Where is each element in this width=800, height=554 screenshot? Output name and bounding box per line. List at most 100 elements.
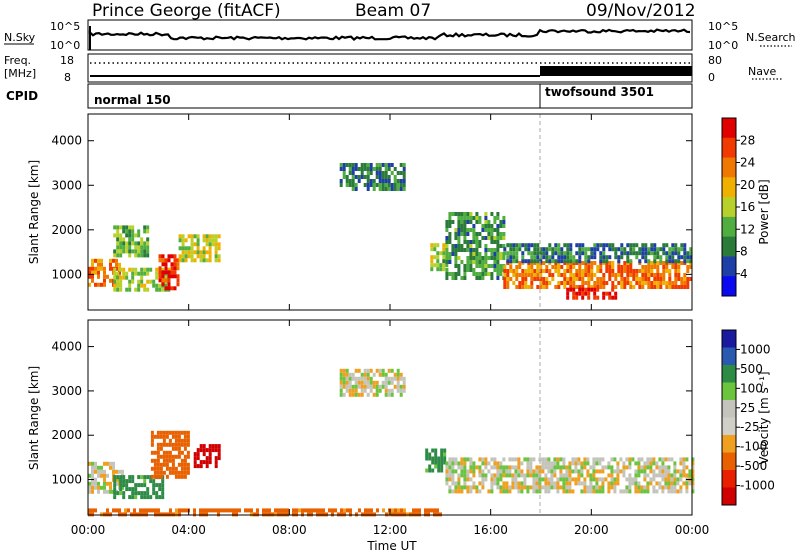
power-echo-cell — [626, 251, 630, 256]
power-colorbar-swatch — [722, 118, 736, 139]
velocity-echo-cell — [339, 384, 343, 389]
power-echo-cell — [521, 251, 525, 256]
velocity-echo-cell — [451, 481, 455, 486]
velocity-echo-cell — [354, 392, 358, 397]
velocity-echo-cell — [622, 489, 626, 494]
velocity-echo-cell — [514, 485, 518, 490]
power-echo-cell — [128, 245, 132, 250]
velocity-echo-cell — [174, 438, 178, 443]
velocity-echo-cell — [91, 473, 94, 478]
power-echo-cell — [617, 269, 621, 273]
velocity-echo-cell — [607, 465, 611, 470]
velocity-echo-cell — [152, 487, 156, 492]
power-echo-cell — [638, 251, 642, 256]
velocity-echo-cell — [153, 466, 157, 471]
power-echo-cell — [146, 225, 150, 230]
power-echo-cell — [469, 248, 473, 252]
velocity-echo-cell — [171, 434, 175, 439]
power-echo-cell — [650, 269, 654, 273]
velocity-echo-cell — [196, 452, 200, 457]
power-echo-cell — [475, 264, 479, 268]
velocity-echo-cell — [448, 485, 452, 490]
power-echo-cell — [125, 275, 129, 280]
power-echo-cell — [487, 232, 491, 236]
power-echo-cell — [590, 273, 594, 277]
velocity-echo-cell — [106, 461, 109, 466]
velocity-echo-cell — [640, 485, 644, 490]
power-echo-cell — [569, 265, 573, 269]
power-echo-cell — [626, 255, 630, 260]
power-echo-cell — [378, 175, 382, 179]
power-echo-cell — [662, 273, 666, 277]
power-echo-cell — [635, 281, 639, 285]
power-echo-cell — [167, 278, 171, 283]
power-echo-cell — [659, 259, 663, 264]
velocity-echo-cell — [186, 438, 190, 443]
power-echo-cell — [515, 269, 519, 273]
power-echo-cell — [173, 258, 177, 263]
velocity-echo-cell — [508, 457, 512, 462]
velocity-echo-cell — [165, 458, 169, 463]
power-echo-cell — [623, 261, 627, 265]
velocity-echo-cell — [193, 452, 197, 457]
power-echo-cell — [445, 276, 449, 280]
power-echo-cell — [445, 260, 449, 264]
cpid-strip: CPID normal 150 twofsound 3501 — [6, 83, 693, 109]
power-echo-cell — [638, 247, 642, 252]
power-echo-cell — [587, 287, 591, 292]
velocity-echo-cell — [505, 469, 509, 474]
velocity-echo-cell — [393, 372, 397, 377]
velocity-echo-cell — [343, 512, 346, 517]
power-echo-cell — [199, 254, 203, 259]
velocity-echo-cell — [691, 477, 695, 482]
velocity-echo-cell — [553, 461, 557, 466]
velocity-echo-cell — [583, 461, 587, 466]
velocity-echo-cell — [523, 457, 527, 462]
velocity-echo-cell — [373, 512, 376, 517]
power-echo-cell — [161, 278, 165, 283]
velocity-echo-cell — [451, 461, 455, 466]
power-echo-cell — [506, 277, 510, 281]
velocity-echo-cell — [586, 473, 590, 478]
power-echo-cell — [496, 240, 500, 244]
power-echo-cell — [581, 261, 585, 265]
power-echo-cell — [499, 224, 503, 228]
velocity-echo-cell — [217, 452, 221, 457]
velocity-echo-cell — [460, 461, 464, 466]
velocity-echo-cell — [547, 457, 551, 462]
velocity-echo-cell — [387, 388, 391, 393]
power-echo-cell — [599, 281, 603, 285]
power-echo-cell — [608, 273, 612, 277]
velocity-echo-cell — [431, 456, 435, 461]
power-echo-cell — [193, 234, 197, 239]
velocity-echo-cell — [88, 508, 91, 513]
velocity-echo-cell — [396, 368, 400, 373]
power-echo-cell — [469, 244, 473, 248]
power-echo-cell — [357, 179, 361, 183]
velocity-echo-cell — [688, 469, 692, 474]
power-echo-cell — [506, 281, 510, 285]
power-echo-cell — [463, 264, 467, 268]
power-echo-cell — [578, 277, 582, 281]
power-echo-cell — [557, 281, 561, 285]
velocity-echo-cell — [175, 508, 178, 513]
power-echo-cell — [451, 248, 455, 252]
velocity-echo-cell — [685, 489, 689, 494]
power-echo-cell — [635, 277, 639, 281]
velocity-echo-cell — [342, 372, 346, 377]
power-echo-cell — [584, 251, 588, 256]
power-echo-cell — [509, 247, 513, 252]
power-echo-cell — [599, 259, 603, 264]
velocity-echo-cell — [613, 485, 617, 490]
power-echo-cell — [463, 240, 467, 244]
power-echo-cell — [566, 295, 570, 300]
power-echo-cell — [190, 246, 194, 251]
power-echo-cell — [199, 250, 203, 255]
velocity-echo-cell — [211, 508, 214, 513]
power-echo-cell — [641, 265, 645, 269]
power-echo-cell — [635, 243, 639, 248]
power-echo-cell — [478, 220, 482, 224]
power-echo-cell — [457, 220, 461, 224]
power-echo-cell — [481, 264, 485, 268]
power-echo-cell — [119, 237, 123, 242]
